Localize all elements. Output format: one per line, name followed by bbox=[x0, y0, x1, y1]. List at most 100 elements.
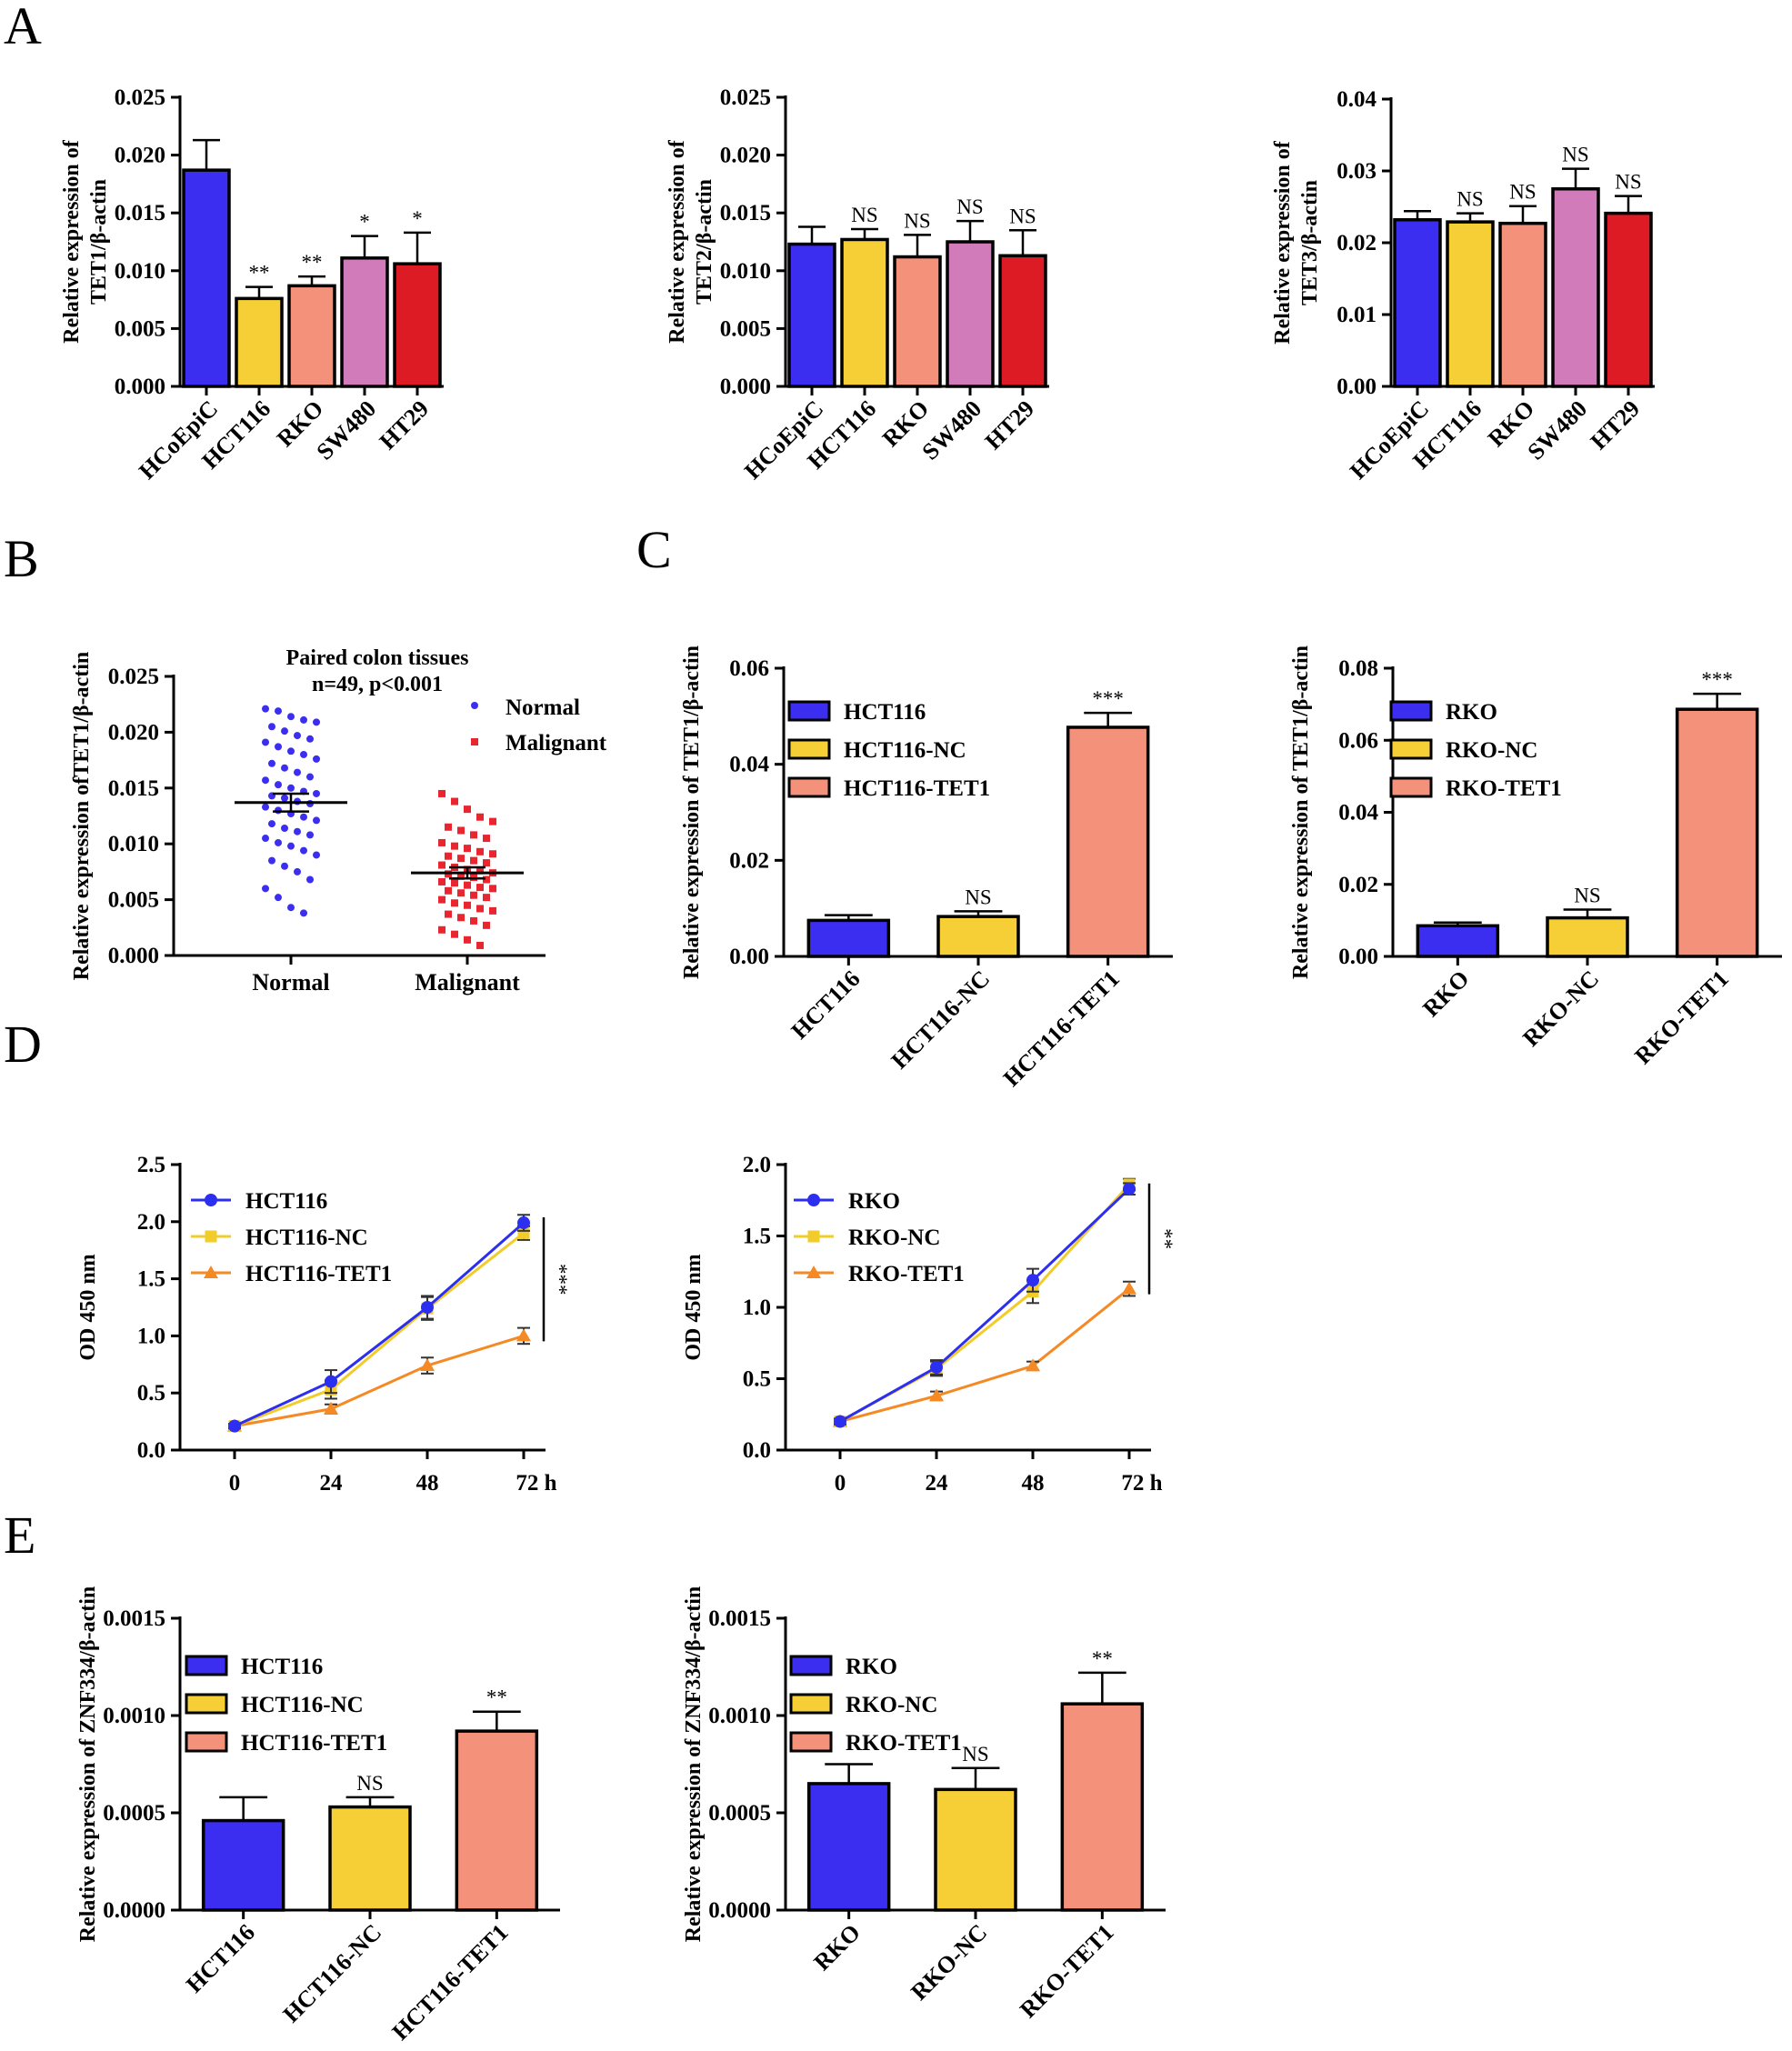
malignant-point bbox=[457, 914, 465, 922]
bar-hct116 bbox=[235, 296, 284, 388]
malignant-point bbox=[457, 855, 465, 863]
legend-marker bbox=[205, 1194, 217, 1206]
y-axis-label: Relative expression of bbox=[666, 139, 689, 344]
malignant-point bbox=[445, 910, 452, 918]
y-axis-label: Relative expression of ZNF334/β-actin bbox=[76, 1586, 100, 1943]
bar-hcoepic bbox=[787, 242, 836, 388]
y-tick-label: 2.5 bbox=[137, 1153, 165, 1177]
y-tick-label: 0.06 bbox=[1338, 728, 1378, 753]
y-tick-label: 0.00 bbox=[1338, 945, 1378, 969]
y-tick-label: 0.0010 bbox=[103, 1704, 165, 1728]
bar-rko-nc bbox=[1546, 915, 1629, 958]
legend-swatch bbox=[789, 1693, 833, 1715]
point-rko-tet1 bbox=[1122, 1281, 1136, 1295]
malignant-point bbox=[476, 813, 484, 821]
normal-point bbox=[275, 894, 282, 902]
line-rko-tet1 bbox=[839, 1287, 1130, 1424]
normal-point bbox=[281, 862, 288, 870]
y-tick-label: 0.0 bbox=[743, 1438, 771, 1463]
normal-point bbox=[262, 738, 269, 746]
y-tick-label: 0.015 bbox=[720, 201, 771, 225]
y-tick-label: 1.5 bbox=[137, 1267, 165, 1292]
x-tick-label: SW480 bbox=[312, 395, 382, 465]
bar-sw480 bbox=[340, 256, 389, 388]
legend-swatch bbox=[185, 1693, 228, 1715]
y-tick-label: 0.015 bbox=[115, 201, 165, 225]
malignant-point bbox=[451, 879, 458, 887]
x-tick-label: HT29 bbox=[1586, 395, 1645, 455]
legend-swatch bbox=[787, 776, 831, 798]
normal-point bbox=[287, 904, 295, 912]
bar-rko-tet1 bbox=[1060, 1702, 1145, 1912]
bar-rko-nc bbox=[934, 1787, 1017, 1912]
line-hct116-nc bbox=[234, 1232, 525, 1428]
y-axis-label: Relative expression of ZNF334/β-actin bbox=[682, 1586, 706, 1943]
bar-hct116 bbox=[806, 918, 891, 958]
significance-label: NS bbox=[956, 195, 983, 218]
significance-label: ** bbox=[302, 251, 323, 274]
normal-point bbox=[262, 885, 269, 893]
malignant-point bbox=[464, 805, 471, 814]
x-tick-label: Normal bbox=[252, 969, 329, 995]
y-axis-label: TET1/β-actin bbox=[87, 179, 111, 305]
y-tick-label: 1.0 bbox=[743, 1296, 771, 1320]
x-tick-label: HCT116 bbox=[786, 965, 866, 1045]
normal-point bbox=[294, 768, 301, 776]
bar-ht29 bbox=[998, 254, 1047, 388]
y-tick-label: 0.0015 bbox=[103, 1606, 165, 1631]
significance-label: ** bbox=[249, 262, 270, 285]
normal-point bbox=[300, 715, 307, 724]
x-tick-label: HCoEpiC bbox=[134, 395, 223, 485]
chart-A1: 0.000 0.005 0.010 0.015 0.020 0.025 Relative e… bbox=[60, 85, 444, 485]
significance-label: NS bbox=[356, 1772, 383, 1795]
normal-point bbox=[262, 835, 269, 843]
y-tick-label: 0.01 bbox=[1336, 303, 1377, 327]
legend-label: HCT116-TET1 bbox=[844, 776, 990, 801]
normal-point bbox=[268, 820, 275, 828]
x-tick-label: 72 h bbox=[516, 1471, 556, 1496]
panel-label-a: A bbox=[4, 0, 42, 55]
y-axis-label: OD 450 nm bbox=[682, 1254, 706, 1360]
normal-point bbox=[262, 803, 269, 811]
bar-rko bbox=[806, 1782, 891, 1912]
bar-sw480 bbox=[946, 240, 995, 388]
normal-point bbox=[281, 794, 288, 802]
y-tick-label: 0.08 bbox=[1338, 656, 1378, 681]
bar-hct116-nc bbox=[936, 915, 1020, 958]
legend-label: HCT116-NC bbox=[844, 738, 966, 763]
normal-point bbox=[306, 875, 314, 884]
normal-point bbox=[313, 718, 320, 726]
normal-point bbox=[294, 732, 301, 740]
normal-point bbox=[306, 773, 314, 781]
x-tick-label: 72 h bbox=[1121, 1471, 1162, 1496]
y-tick-label: 0.00 bbox=[729, 945, 769, 969]
legend-swatch bbox=[1389, 738, 1433, 760]
normal-point bbox=[306, 831, 314, 839]
significance-label: NS bbox=[1562, 144, 1588, 166]
malignant-point bbox=[464, 935, 471, 944]
legend-label: RKO-NC bbox=[1446, 738, 1537, 763]
x-tick-label: HCT116 bbox=[181, 1919, 260, 1998]
legend-swatch bbox=[1389, 776, 1433, 798]
point-hct116 bbox=[421, 1301, 434, 1314]
y-tick-label: 0.010 bbox=[108, 832, 159, 856]
x-tick-label: HCoEpiC bbox=[1345, 395, 1434, 485]
x-tick-label: RKO-TET1 bbox=[1629, 965, 1733, 1069]
panel-label-b: B bbox=[4, 529, 39, 588]
normal-point bbox=[275, 838, 282, 846]
malignant-point bbox=[470, 856, 477, 865]
legend-marker-malignant bbox=[471, 738, 478, 745]
significance-label: *** bbox=[1701, 668, 1733, 691]
y-tick-label: 0.025 bbox=[108, 665, 159, 689]
x-tick-label: RKO bbox=[809, 1919, 866, 1976]
bar-ht29 bbox=[1604, 211, 1653, 388]
normal-point bbox=[275, 743, 282, 751]
malignant-point bbox=[489, 906, 496, 915]
y-tick-label: 0.06 bbox=[729, 656, 769, 681]
legend-label: Malignant bbox=[506, 731, 607, 755]
significance-label: NS bbox=[965, 885, 991, 908]
normal-point bbox=[294, 827, 301, 835]
point-hct116-tet1 bbox=[420, 1358, 435, 1372]
significance-label: NS bbox=[1615, 171, 1641, 194]
